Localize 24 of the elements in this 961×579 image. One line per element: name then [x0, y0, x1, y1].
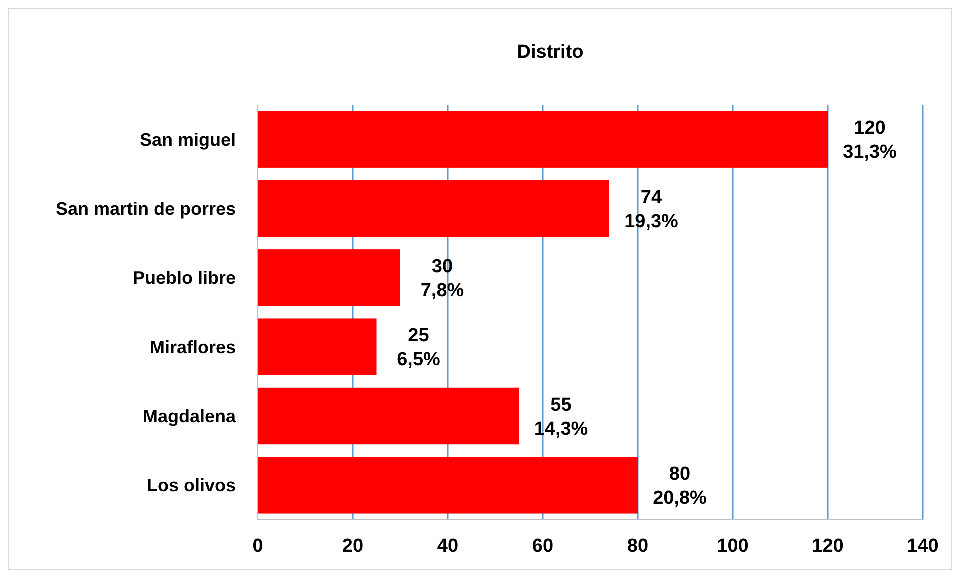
x-tick-label: 0: [252, 536, 264, 557]
data-label: 80 20,8%: [653, 464, 708, 510]
y-tick-label: Pueblo libre: [132, 268, 236, 288]
y-tick-label: San miguel: [140, 130, 236, 150]
data-label: 25 6,5%: [397, 326, 441, 371]
bar: [258, 250, 400, 306]
x-tick-label: 40: [437, 536, 459, 557]
bar: [258, 457, 638, 514]
x-tick-label: 60: [532, 536, 554, 557]
x-tick-label: 20: [342, 536, 364, 557]
data-label: 120 31,3%: [843, 118, 898, 164]
x-tick-label: 140: [907, 536, 939, 557]
y-tick-label: San martin de porres: [56, 199, 236, 220]
chart-title: Distrito: [517, 42, 584, 63]
y-tick-label: Los olivos: [146, 476, 236, 496]
y-tick-label: Magdalena: [142, 406, 237, 427]
x-tick-label: 100: [717, 536, 749, 557]
bar: [258, 388, 520, 445]
bar: [258, 180, 610, 238]
bar: [258, 111, 828, 168]
x-tick-label: 120: [812, 536, 844, 557]
y-tick-label: Miraflores: [150, 337, 236, 358]
x-tick-label: 80: [627, 536, 649, 557]
bar: [258, 318, 377, 376]
